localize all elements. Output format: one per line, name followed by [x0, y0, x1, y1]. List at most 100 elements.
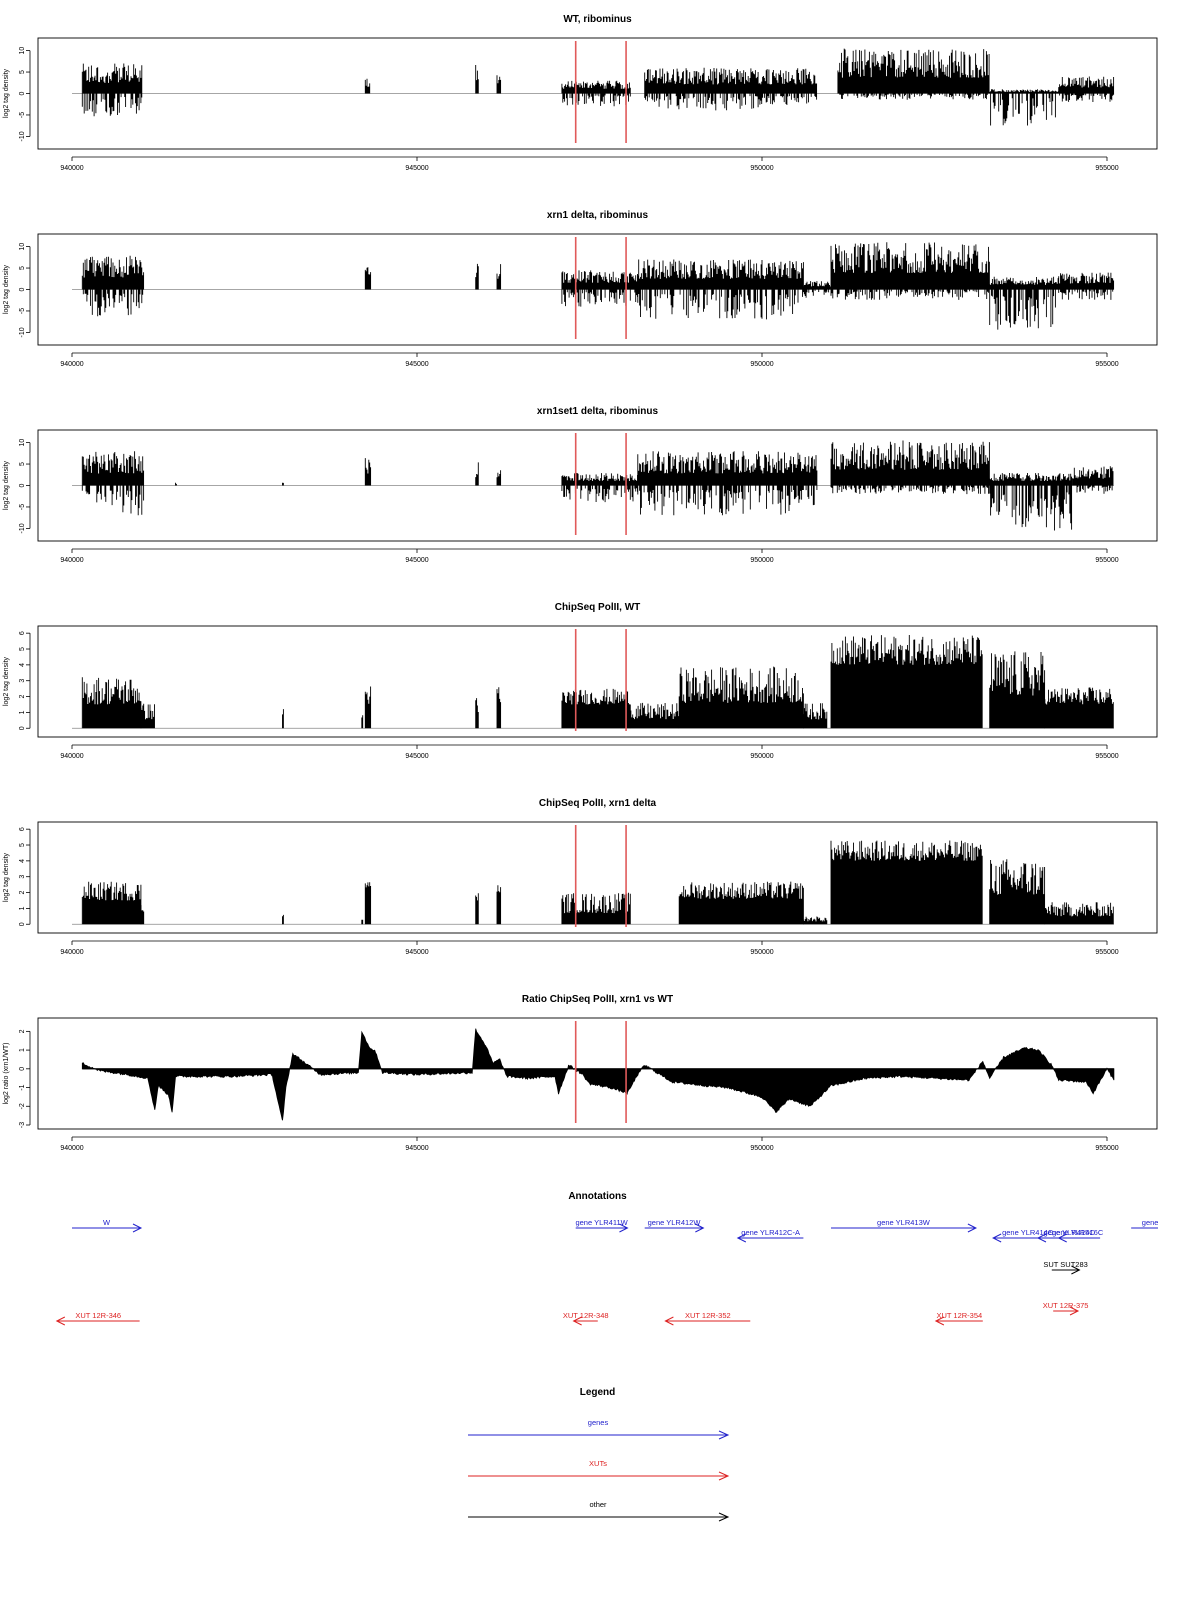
data-region	[475, 462, 479, 486]
data-region	[561, 892, 631, 925]
data-region	[140, 703, 155, 729]
arrow-head-right-icon	[1071, 1265, 1081, 1275]
data-region	[837, 48, 990, 100]
arrow-head-left-icon	[55, 1316, 66, 1326]
density-bars	[1058, 76, 1115, 102]
y-axis-label: log2 tag density	[3, 264, 10, 314]
density-bars	[475, 263, 479, 290]
y-tick-label: 5	[19, 647, 26, 651]
data-region	[802, 703, 828, 729]
legend-item-xuts: XUTs	[468, 1459, 730, 1481]
xut-feature: XUT 12R-375	[1043, 1301, 1088, 1316]
panel-data	[81, 1021, 1115, 1123]
panel-data	[72, 825, 1114, 927]
data-region	[496, 687, 502, 729]
density-bars	[364, 78, 371, 94]
feature-label: W	[103, 1218, 111, 1227]
density-bars	[81, 255, 145, 317]
density-bars	[678, 881, 804, 925]
density-bars	[361, 919, 364, 925]
gene-feature: W	[72, 1218, 143, 1233]
density-bars	[81, 677, 142, 729]
arrow-head-left-icon	[736, 1233, 747, 1243]
y-tick-label: 2	[19, 695, 26, 699]
panel-title: xrn1set1 delta, ribominus	[537, 406, 659, 417]
y-axis-label: log2 tag density	[3, 656, 10, 706]
x-tick-label: 945000	[405, 1145, 428, 1152]
density-bars	[496, 470, 502, 486]
panel-4: ChipSeq PolII, WT log2 tag density 6 5 4 3 2 1 0…	[3, 602, 1158, 760]
feature-label: XUT 12R-354	[936, 1311, 982, 1320]
panel-data	[72, 41, 1115, 143]
gene-feature: gene YLR412C-A	[736, 1228, 804, 1243]
data-region	[81, 255, 145, 317]
x-tick-label: 955000	[1095, 557, 1118, 564]
x-tick-label: 950000	[750, 361, 773, 368]
panel-1: WT, ribominus log2 tag density 10 5 0 -5 -10 94…	[3, 14, 1158, 172]
other-feature: SUT SUT283	[1043, 1260, 1088, 1275]
y-tick-label: 2	[19, 891, 26, 895]
data-region	[644, 67, 818, 111]
plot-frame	[37, 429, 1158, 542]
feature-label: gene YLR413W	[877, 1218, 931, 1227]
y-tick-label: -5	[19, 112, 26, 118]
data-region	[496, 470, 502, 486]
data-region	[989, 651, 1046, 729]
data-region	[496, 75, 502, 94]
y-tick-label: 4	[19, 859, 26, 863]
density-bars	[989, 276, 1059, 330]
data-region	[637, 259, 804, 320]
y-tick-label: 0	[19, 1067, 26, 1071]
panel-title: xrn1 delta, ribominus	[547, 210, 649, 221]
plot-frame	[37, 625, 1158, 738]
arrow-head-right-icon	[718, 1430, 730, 1440]
density-bars	[802, 281, 831, 298]
data-region	[364, 686, 372, 729]
xut-feature: XUT 12R-354	[934, 1311, 983, 1326]
arrow-head-right-icon	[718, 1512, 730, 1522]
y-tick-label: 1	[19, 710, 26, 714]
legend-item-genes: genes	[468, 1418, 730, 1440]
plot-frame	[37, 1017, 1158, 1130]
x-tick-label: 950000	[750, 1145, 773, 1152]
legend: Legend genes XUTs other	[468, 1387, 730, 1522]
panel-title: WT, ribominus	[563, 14, 632, 25]
density-bars	[561, 688, 631, 729]
data-region	[561, 80, 631, 107]
legend-title: Legend	[580, 1387, 616, 1398]
arrow-head-left-icon	[572, 1316, 582, 1326]
feature-label: XUT 12R-352	[685, 1311, 731, 1320]
y-tick-label: 10	[19, 47, 26, 55]
density-bars	[1044, 687, 1114, 729]
y-tick-label: 1	[19, 1048, 26, 1052]
data-region	[561, 270, 638, 307]
x-tick-label: 945000	[405, 753, 428, 760]
y-tick-label: 5	[19, 843, 26, 847]
y-tick-label: 5	[19, 266, 26, 270]
y-tick-label: -10	[19, 327, 26, 337]
x-tick-label: 950000	[750, 165, 773, 172]
y-tick-label: 6	[19, 827, 26, 831]
data-region	[475, 893, 479, 925]
density-bars	[496, 264, 502, 290]
panel-6: Ratio ChipSeq PolII, xrn1 vs WT log2 rati…	[3, 994, 1158, 1152]
y-tick-label: 0	[19, 287, 26, 291]
gene-feature: gene YLR412W	[644, 1218, 705, 1233]
x-tick-label: 945000	[405, 165, 428, 172]
data-region	[364, 458, 372, 486]
density-bars	[830, 242, 990, 300]
data-region	[802, 281, 831, 298]
data-region	[81, 881, 142, 925]
data-region	[81, 677, 142, 729]
density-bars	[1058, 272, 1115, 300]
density-bars	[475, 893, 479, 925]
density-bars	[561, 270, 638, 307]
density-bars	[364, 882, 372, 925]
gene-feature: gene YLR413W	[831, 1218, 978, 1233]
density-bars	[630, 702, 680, 729]
data-region	[989, 89, 1059, 126]
plot-frame	[37, 821, 1158, 934]
y-tick-label: 2	[19, 1029, 26, 1033]
density-bars	[989, 651, 1046, 729]
